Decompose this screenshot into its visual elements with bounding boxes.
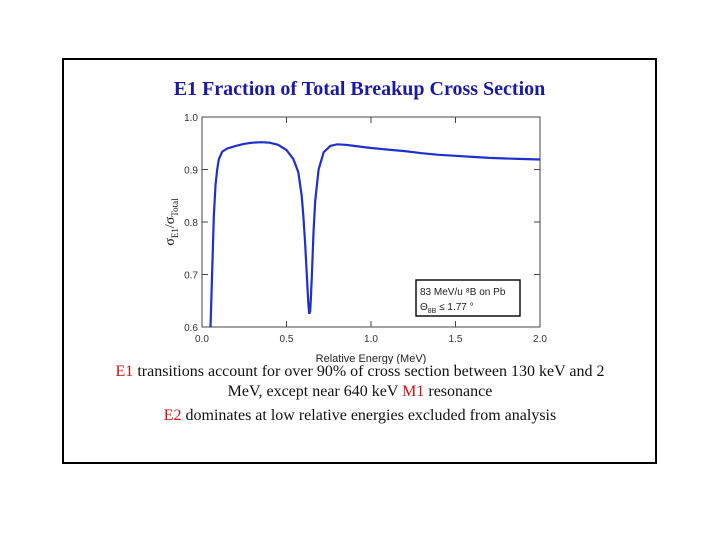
annotation-line-2: Θ8B ≤ 1.77 ° [420, 302, 474, 315]
x-tick-label: 0.5 [280, 334, 294, 345]
y-tick-label: 1.0 [184, 113, 198, 124]
y-tick-labels: 0.6 0.7 0.8 0.9 1.0 [184, 113, 198, 334]
annotation-line-1: 83 MeV/u ⁸B on Pb [420, 287, 506, 298]
y-tick-label: 0.9 [184, 166, 198, 177]
caption-e2-text: dominates at low relative energies exclu… [181, 407, 557, 424]
caption-m1-term: M1 [402, 383, 425, 400]
caption-e1-tail: resonance [424, 383, 493, 400]
x-axis-label: Relative Energy (MeV) [316, 353, 427, 364]
caption-e1-term: E1 [115, 363, 134, 380]
caption-e1: E1 transitions account for over 90% of c… [100, 362, 620, 402]
caption-e2-term: E2 [163, 407, 182, 424]
caption-e1-text: transitions account for over 90% of cros… [133, 363, 605, 400]
y-tick-label: 0.8 [184, 218, 198, 229]
x-tick-label: 0.0 [195, 334, 209, 345]
breakup-fraction-chart: 0.0 0.5 1.0 1.5 2.0 0.6 0.7 0.8 0.9 1.0 Relative… [163, 113, 547, 364]
annotation-box: 83 MeV/u ⁸B on Pb Θ8B ≤ 1.77 ° [415, 279, 521, 317]
x-tick-label: 1.0 [364, 334, 378, 345]
e1-fraction-curve [209, 141, 541, 328]
y-axis-label: σE1/σTotal [163, 198, 180, 246]
x-tick-label: 1.5 [449, 334, 463, 345]
x-tick-labels: 0.0 0.5 1.0 1.5 2.0 [195, 334, 547, 345]
y-tick-label: 0.7 [184, 271, 198, 282]
axis-ticks [201, 116, 541, 328]
caption-e2: E2 dominates at low relative energies ex… [100, 406, 620, 426]
slide-frame [62, 58, 657, 464]
slide-title: E1 Fraction of Total Breakup Cross Secti… [173, 78, 546, 100]
x-tick-label: 2.0 [533, 334, 547, 345]
y-tick-label: 0.6 [184, 323, 198, 334]
